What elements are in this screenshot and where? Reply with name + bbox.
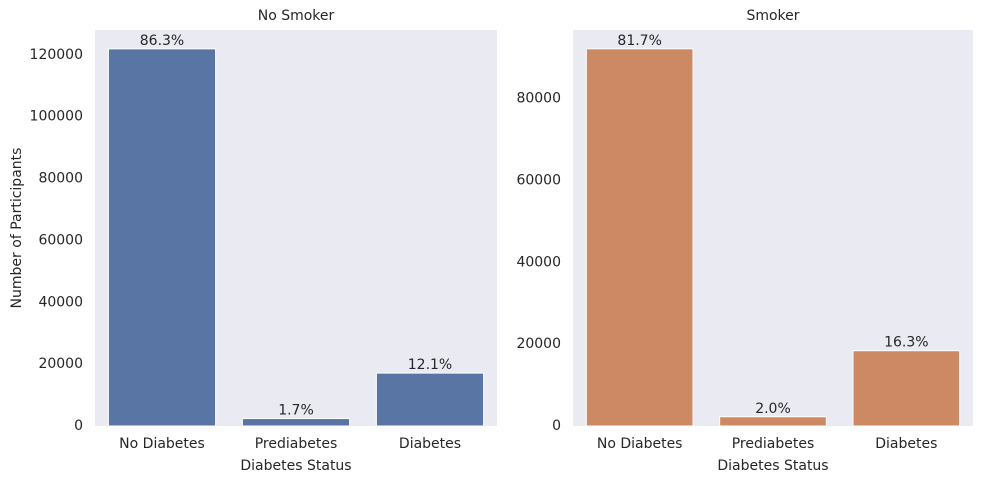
x-axis-label: Diabetes Status	[240, 458, 351, 474]
y-axis-label: Number of Participants	[9, 148, 25, 309]
bar	[852, 350, 961, 427]
y-tick-label: 100000	[30, 109, 83, 125]
y-tick-label: 40000	[38, 294, 83, 310]
bar	[107, 48, 217, 427]
chart-title: No Smoker	[258, 8, 335, 24]
y-tick-label: 40000	[516, 254, 561, 270]
value-label: 16.3%	[884, 335, 928, 351]
x-axis-label: Diabetes Status	[717, 458, 828, 474]
chart-title: Smoker	[746, 8, 799, 24]
x-tick-label: No Diabetes	[119, 436, 205, 452]
x-tick-label: Prediabetes	[255, 436, 338, 452]
bar	[375, 372, 485, 427]
y-tick-label: 0	[74, 418, 83, 434]
x-tick-label: Diabetes	[875, 436, 937, 452]
value-label: 1.7%	[278, 403, 314, 419]
y-tick-label: 0	[552, 418, 561, 434]
y-tick-label: 80000	[38, 171, 83, 187]
bar	[585, 48, 694, 427]
y-tick-label: 60000	[516, 173, 561, 189]
value-label: 2.0%	[755, 401, 791, 417]
bar	[719, 416, 827, 427]
y-tick-label: 20000	[516, 336, 561, 352]
x-tick-label: Prediabetes	[732, 436, 815, 452]
value-label: 81.7%	[617, 33, 661, 49]
y-tick-label: 60000	[38, 232, 83, 248]
bar	[241, 418, 351, 427]
y-tick-label: 20000	[38, 356, 83, 372]
x-tick-label: No Diabetes	[597, 436, 683, 452]
value-label: 86.3%	[140, 33, 184, 49]
y-tick-label: 80000	[516, 91, 561, 107]
x-tick-label: Diabetes	[399, 436, 461, 452]
y-tick-label: 120000	[30, 47, 83, 63]
value-label: 12.1%	[408, 357, 452, 373]
